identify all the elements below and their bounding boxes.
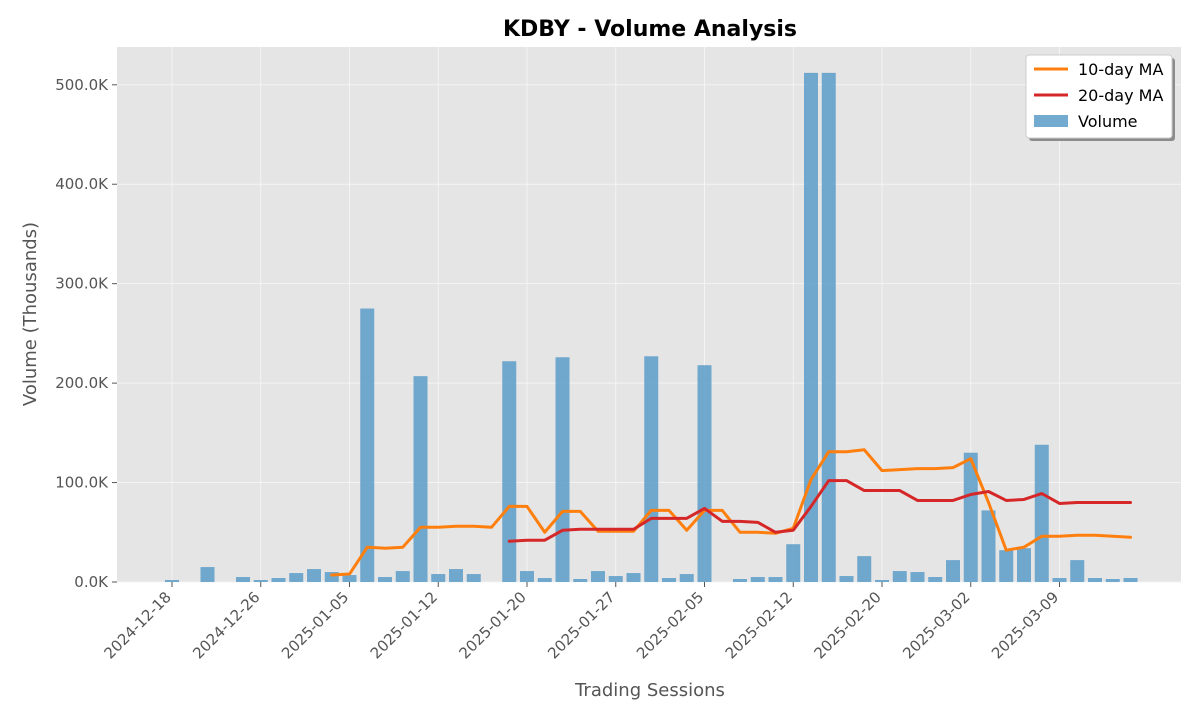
- volume-bar: [697, 365, 712, 582]
- volume-bar: [378, 577, 392, 582]
- volume-bar: [679, 574, 694, 582]
- volume-bar: [1105, 579, 1120, 582]
- volume-bar: [1017, 548, 1031, 582]
- legend-entry-ma20-label: 20-day MA: [1078, 86, 1163, 105]
- y-axis-label: Volume (Thousands): [20, 222, 41, 406]
- volume-bar: [1034, 444, 1049, 582]
- volume-bar: [466, 574, 481, 582]
- volume-bar: [662, 578, 676, 582]
- volume-bar: [946, 560, 960, 582]
- volume-bar: [289, 573, 304, 582]
- volume-bar: [626, 573, 641, 582]
- volume-bar: [1052, 578, 1067, 582]
- volume-bar: [804, 72, 818, 583]
- y-axis-ticks: 0.0K 100.0K 200.0K 300.0K 400.0K 500.0K: [55, 76, 117, 591]
- legend-entry-volume-swatch: [1034, 115, 1068, 127]
- volume-bar: [963, 452, 978, 582]
- volume-bar: [1123, 578, 1138, 582]
- volume-bar: [1088, 578, 1102, 582]
- volume-bar: [324, 572, 339, 582]
- volume-bar: [573, 579, 588, 582]
- volume-bar: [1070, 560, 1085, 582]
- volume-bar: [928, 577, 943, 582]
- chart-title: KDBY - Volume Analysis: [503, 17, 797, 42]
- legend: 10-day MA 20-day MA Volume: [1025, 54, 1175, 141]
- volume-bar: [821, 72, 836, 583]
- volume-bar: [253, 580, 268, 582]
- volume-bar: [591, 571, 605, 582]
- volume-bar: [644, 356, 659, 582]
- volume-bar: [236, 577, 250, 582]
- y-tick-label: 100.0K: [55, 474, 109, 492]
- legend-entry-ma10-label: 10-day MA: [1078, 60, 1163, 79]
- volume-bar: [857, 556, 872, 582]
- volume-bar: [839, 576, 854, 582]
- volume-bar: [555, 357, 570, 582]
- volume-bars: [165, 72, 1138, 583]
- volume-bar: [768, 577, 783, 582]
- y-tick-label: 300.0K: [55, 275, 109, 293]
- volume-bar: [431, 574, 446, 582]
- volume-bar: [342, 575, 357, 582]
- ma20-line: [507, 479, 1132, 543]
- volume-bar: [786, 544, 801, 582]
- volume-bar: [537, 578, 552, 582]
- volume-bar: [981, 510, 996, 582]
- volume-bar: [892, 571, 907, 582]
- volume-bar: [449, 569, 463, 582]
- volume-bar: [360, 308, 375, 582]
- y-tick-label: 500.0K: [55, 76, 109, 94]
- volume-bar: [200, 567, 215, 582]
- volume-bar: [413, 376, 428, 582]
- volume-bar: [875, 580, 889, 582]
- volume-bar: [733, 579, 747, 582]
- volume-bar: [271, 578, 286, 582]
- volume-bar: [999, 550, 1014, 582]
- volume-bar: [307, 569, 321, 582]
- volume-bar: [608, 576, 623, 582]
- y-tick-label: 200.0K: [55, 374, 109, 392]
- volume-bar: [502, 361, 517, 582]
- volume-bar: [750, 577, 765, 582]
- volume-bar: [910, 572, 925, 582]
- volume-bar: [520, 571, 534, 582]
- volume-bar: [395, 571, 410, 582]
- y-tick-label: 400.0K: [55, 175, 109, 193]
- moving-average-lines: [330, 448, 1132, 577]
- x-axis-label: Trading Sessions: [574, 680, 725, 701]
- y-tick-label: 0.0K: [74, 573, 109, 591]
- volume-bar: [165, 580, 179, 582]
- legend-entry-volume-label: Volume: [1078, 112, 1138, 131]
